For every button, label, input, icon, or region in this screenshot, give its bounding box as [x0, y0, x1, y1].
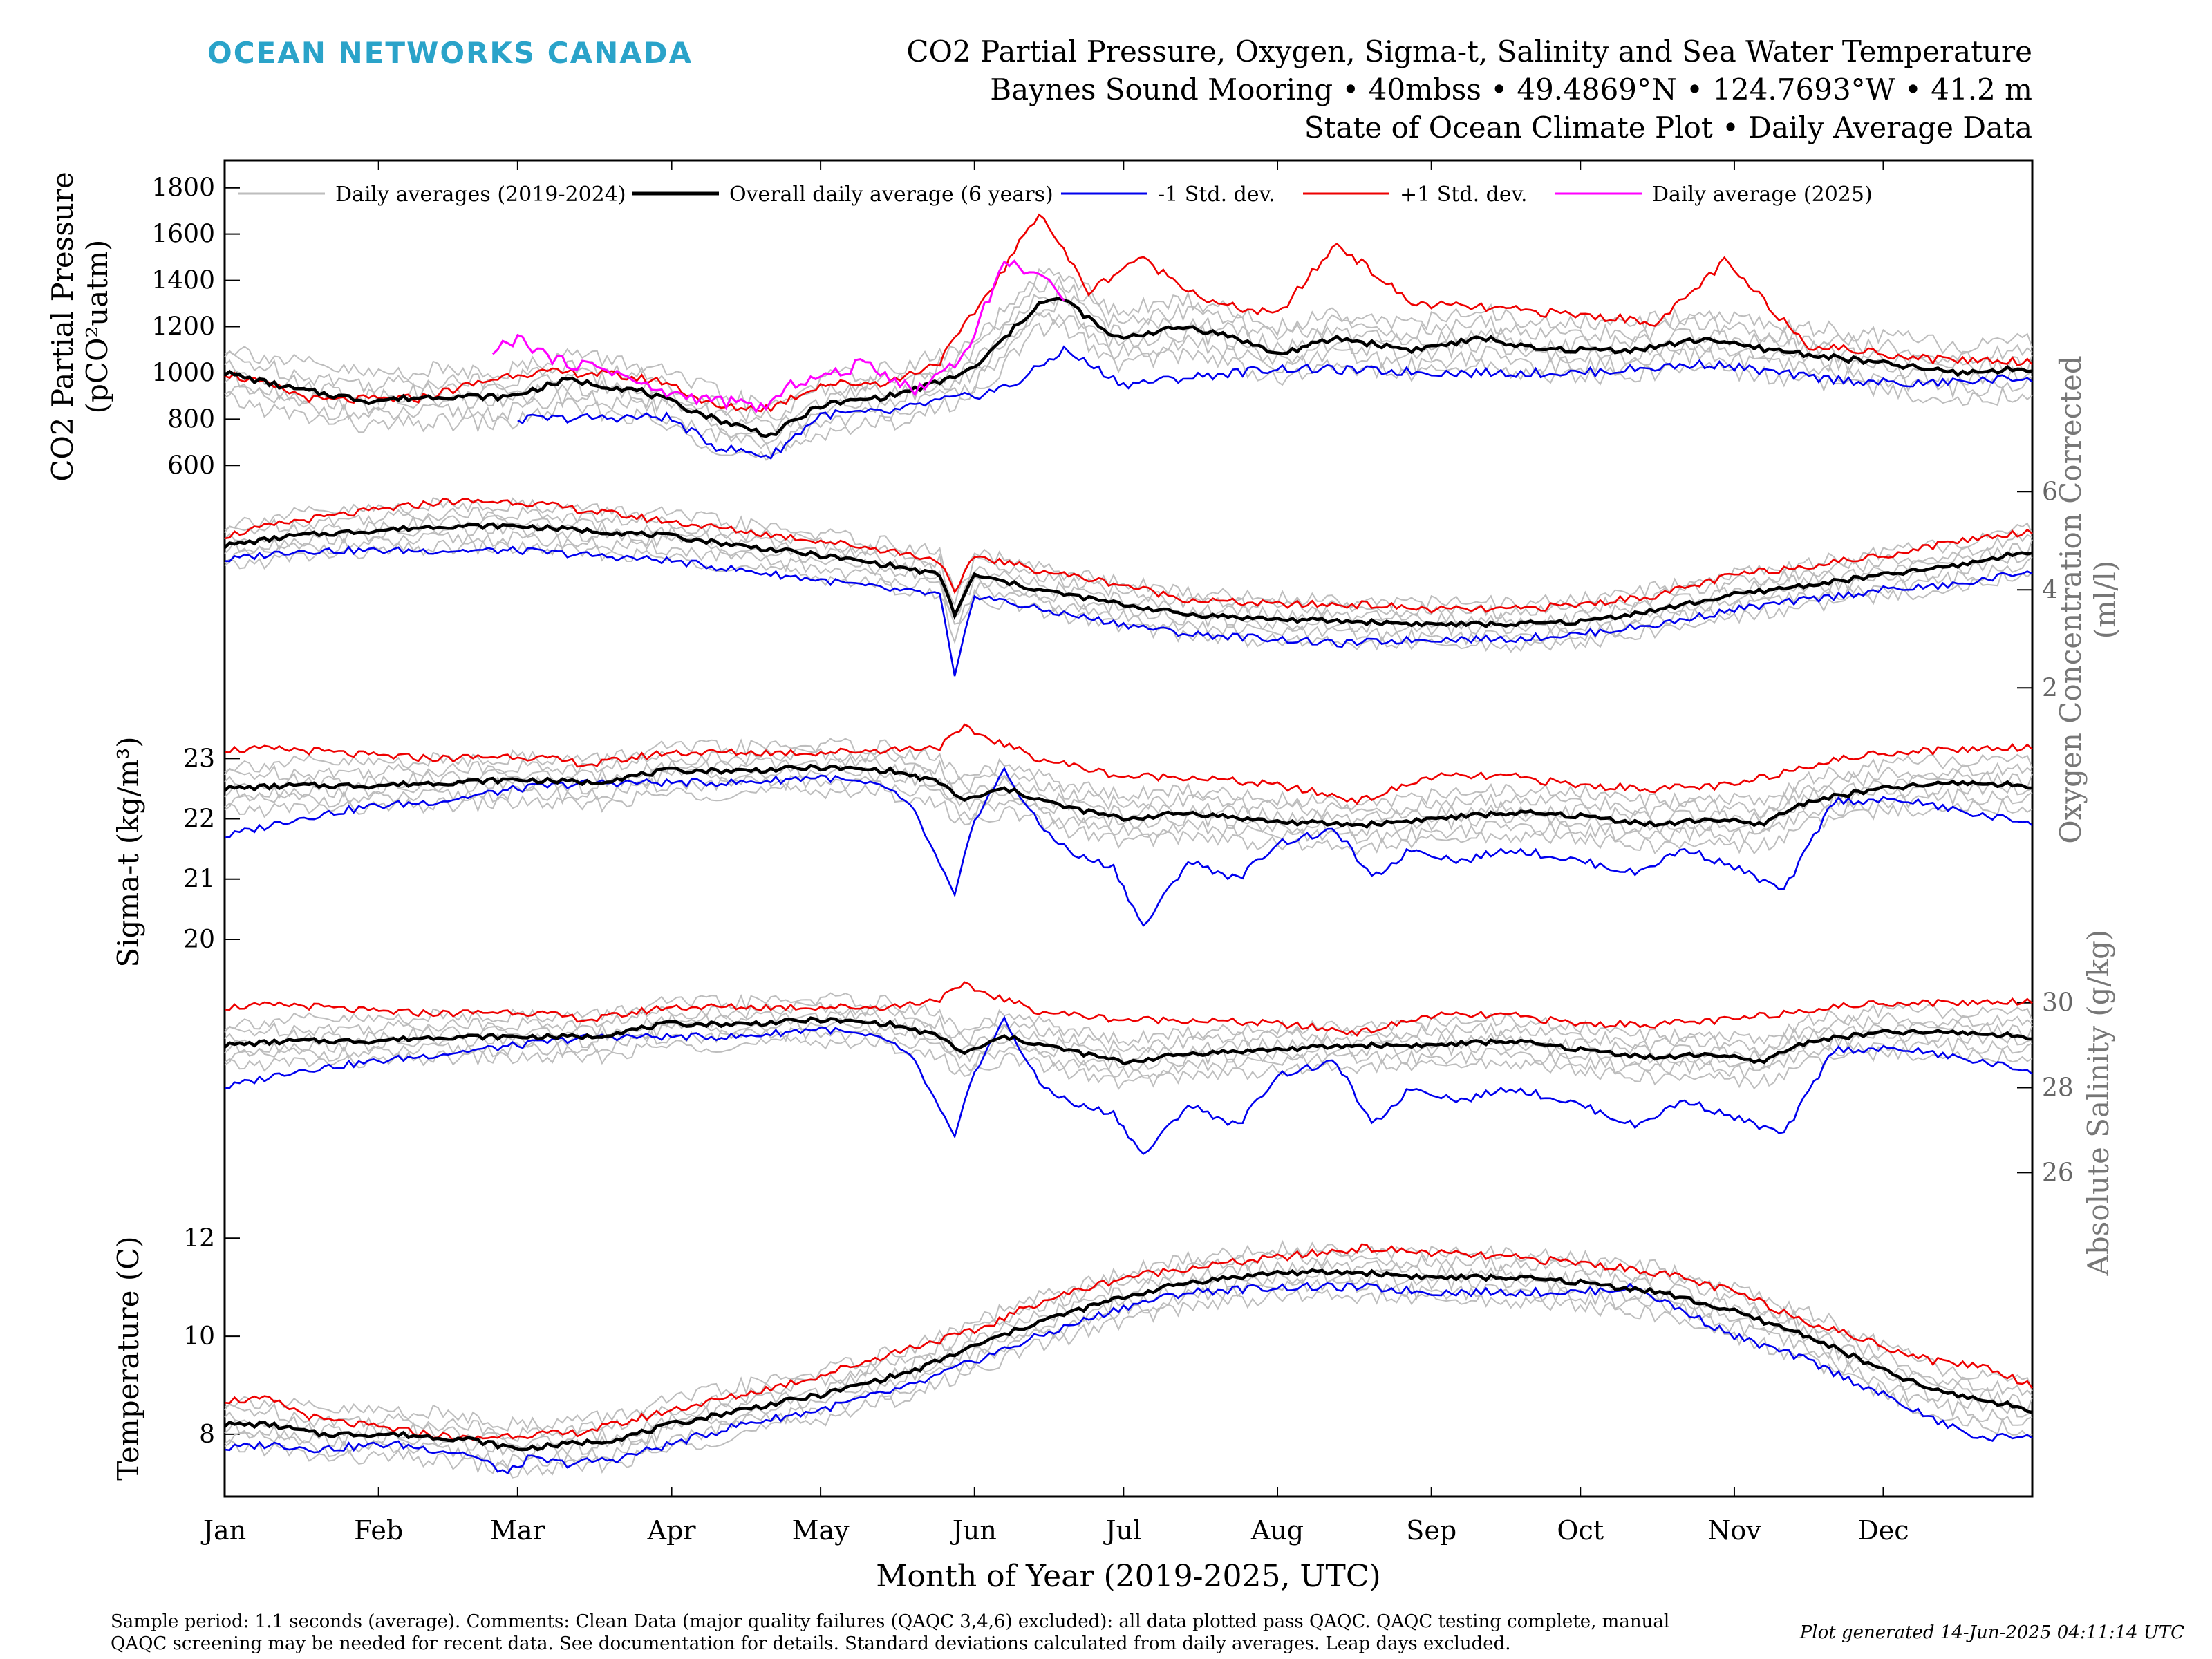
x-tick-label-dec: Dec: [1857, 1515, 1909, 1546]
salinity-history-line-5: [224, 1001, 2033, 1056]
legend-label-mean: Overall daily average (6 years): [729, 182, 1053, 207]
co2-y-tick-label-1000: 1000: [151, 359, 215, 387]
sigma-history-line-1: [224, 782, 2033, 856]
oxygen-history-line-1: [224, 539, 2033, 653]
generated-timestamp: Plot generated 14-Jun-2025 04:11:14 UTC: [1799, 1622, 2184, 1643]
salinity-ylabel: Absolute Salinity (g/kg): [2081, 930, 2115, 1277]
co2-y-tick-label-1400: 1400: [151, 267, 215, 295]
chart-subtitle-location: Baynes Sound Mooring • 40mbss • 49.4869°…: [990, 73, 2032, 106]
salinity-history-line-2: [224, 1027, 2033, 1079]
sigma-plus-std-line: [224, 723, 2033, 805]
x-tick-label-jan: Jan: [200, 1515, 246, 1546]
legend-label-history: Daily averages (2019-2024): [335, 182, 626, 207]
sigma-minus-std-line: [224, 766, 2033, 927]
temperature-history-line-6: [224, 1239, 2033, 1432]
salinity-y-tick-label-28: 28: [2042, 1074, 2074, 1103]
oxygen-history-line-5: [224, 506, 2033, 619]
co2-minus-std-line: [517, 345, 2033, 460]
salinity-mean-line: [223, 1016, 2033, 1066]
x-tick-label-may: May: [792, 1515, 850, 1546]
x-tick-label-jul: Jul: [1103, 1515, 1141, 1546]
panel-co2: 600 800 1000 1200 1400 1600 1800 CO2 Partial Pr…: [46, 171, 2033, 482]
temperature-y-tick-label-8: 8: [199, 1421, 215, 1449]
legend: Daily averages (2019-2024) Overall daily …: [238, 182, 1873, 207]
co2-history-line-6: [224, 267, 2033, 413]
oxygen-mean-line: [223, 522, 2033, 629]
legend-label-plus_std: +1 Std. dev.: [1400, 182, 1528, 207]
temperature-y-tick-label-10: 10: [183, 1322, 215, 1351]
x-tick-label-oct: Oct: [1557, 1515, 1604, 1546]
oxygen-ylabel-line1: Oxygen Concentration Corrected: [2054, 355, 2088, 843]
x-tick-label-feb: Feb: [354, 1515, 403, 1546]
x-axis-label: Month of Year (2019-2025, UTC): [876, 1559, 1380, 1594]
sigma-mean-line: [223, 763, 2033, 830]
salinity-plus-std-line: [224, 981, 2033, 1037]
oxygen-y-tick-label-6: 6: [2042, 478, 2058, 506]
co2-ylabel-line1: CO2 Partial Pressure: [46, 171, 79, 482]
footer-note: Sample period: 1.1 seconds (average). Co…: [111, 1611, 1670, 1654]
sigma-y-tick-label-23: 23: [183, 744, 215, 773]
oxygen-y-tick-label-4: 4: [2042, 576, 2058, 604]
co2-y-tick-label-1200: 1200: [151, 313, 215, 341]
oxygen-ylabel-line2: (ml/l): [2088, 561, 2122, 639]
panel-sigma: 20 21 22 23 Sigma-t (kg/m³): [111, 722, 2033, 982]
co2-y-tick-label-1800: 1800: [151, 174, 215, 203]
temperature-y-tick-label-12: 12: [183, 1224, 215, 1253]
temperature-history-line-5: [224, 1249, 2033, 1443]
sigma-y-tick-label-21: 21: [183, 865, 215, 894]
chart-subtitle-type: State of Ocean Climate Plot • Daily Aver…: [1304, 111, 2032, 144]
sigma-ylabel: Sigma-t (kg/m³): [111, 736, 145, 967]
co2-y-tick-label-600: 600: [167, 451, 215, 480]
salinity-history-line-1: [224, 1035, 2033, 1091]
x-tick-label-jun: Jun: [950, 1515, 997, 1546]
co2-current-year-line: [491, 259, 1065, 414]
salinity-y-tick-label-26: 26: [2042, 1159, 2074, 1187]
temperature-history-line-4: [224, 1258, 2033, 1450]
sigma-y-tick-label-20: 20: [183, 926, 215, 954]
co2-y-tick-label-1600: 1600: [151, 221, 215, 249]
sigma-history-line-5: [224, 747, 2033, 820]
temperature-mean-line: [223, 1268, 2033, 1452]
salinity-y-tick-label-30: 30: [2042, 989, 2074, 1018]
co2-mean-line: [223, 297, 2033, 438]
chart-title: CO2 Partial Pressure, Oxygen, Sigma-t, S…: [906, 35, 2032, 68]
x-tick-label-nov: Nov: [1707, 1515, 1761, 1546]
co2-history-line-2: [224, 312, 2033, 456]
x-tick-label-apr: Apr: [647, 1515, 697, 1546]
co2-plus-std-line: [224, 213, 2033, 413]
sigma-history-line-2: [224, 774, 2033, 845]
oxygen-history-line-3: [224, 522, 2033, 637]
temperature-history-line-2: [224, 1278, 2033, 1469]
panel-salinity: 26 28 30 Absolute Salinity (g/kg): [223, 930, 2115, 1277]
legend-label-current: Daily average (2025): [1652, 182, 1873, 207]
oxygen-plus-std-line: [224, 497, 2033, 614]
oxygen-minus-std-line: [224, 545, 2033, 677]
ocean-networks-canada-logo: OCEAN NETWORKS CANADA: [207, 36, 693, 70]
salinity-history-line-6: [224, 992, 2033, 1047]
salinity-minus-std-line: [224, 1015, 2033, 1155]
co2-ylabel-line2: (pCO²uatm): [80, 240, 114, 414]
co2-y-tick-label-800: 800: [167, 405, 215, 433]
oxygen-y-tick-label-2: 2: [2042, 674, 2058, 702]
sigma-history-line-6: [224, 738, 2033, 810]
temperature-ylabel: Temperature (C): [111, 1236, 145, 1480]
co2-history-line-5: [224, 275, 2033, 423]
x-tick-label-mar: Mar: [490, 1515, 546, 1546]
temperature-minus-std-line: [224, 1282, 2033, 1475]
legend-label-minus_std: -1 Std. dev.: [1158, 182, 1275, 207]
oxygen-history-line-2: [224, 531, 2033, 646]
x-tick-label-sep: Sep: [1406, 1515, 1456, 1546]
x-tick-label-aug: Aug: [1250, 1515, 1304, 1546]
panel-temperature: 8 10 12 Temperature (C): [111, 1224, 2034, 1493]
sigma-history-line-4: [224, 755, 2033, 827]
sigma-y-tick-label-22: 22: [183, 805, 215, 834]
temperature-plus-std-line: [224, 1243, 2034, 1442]
